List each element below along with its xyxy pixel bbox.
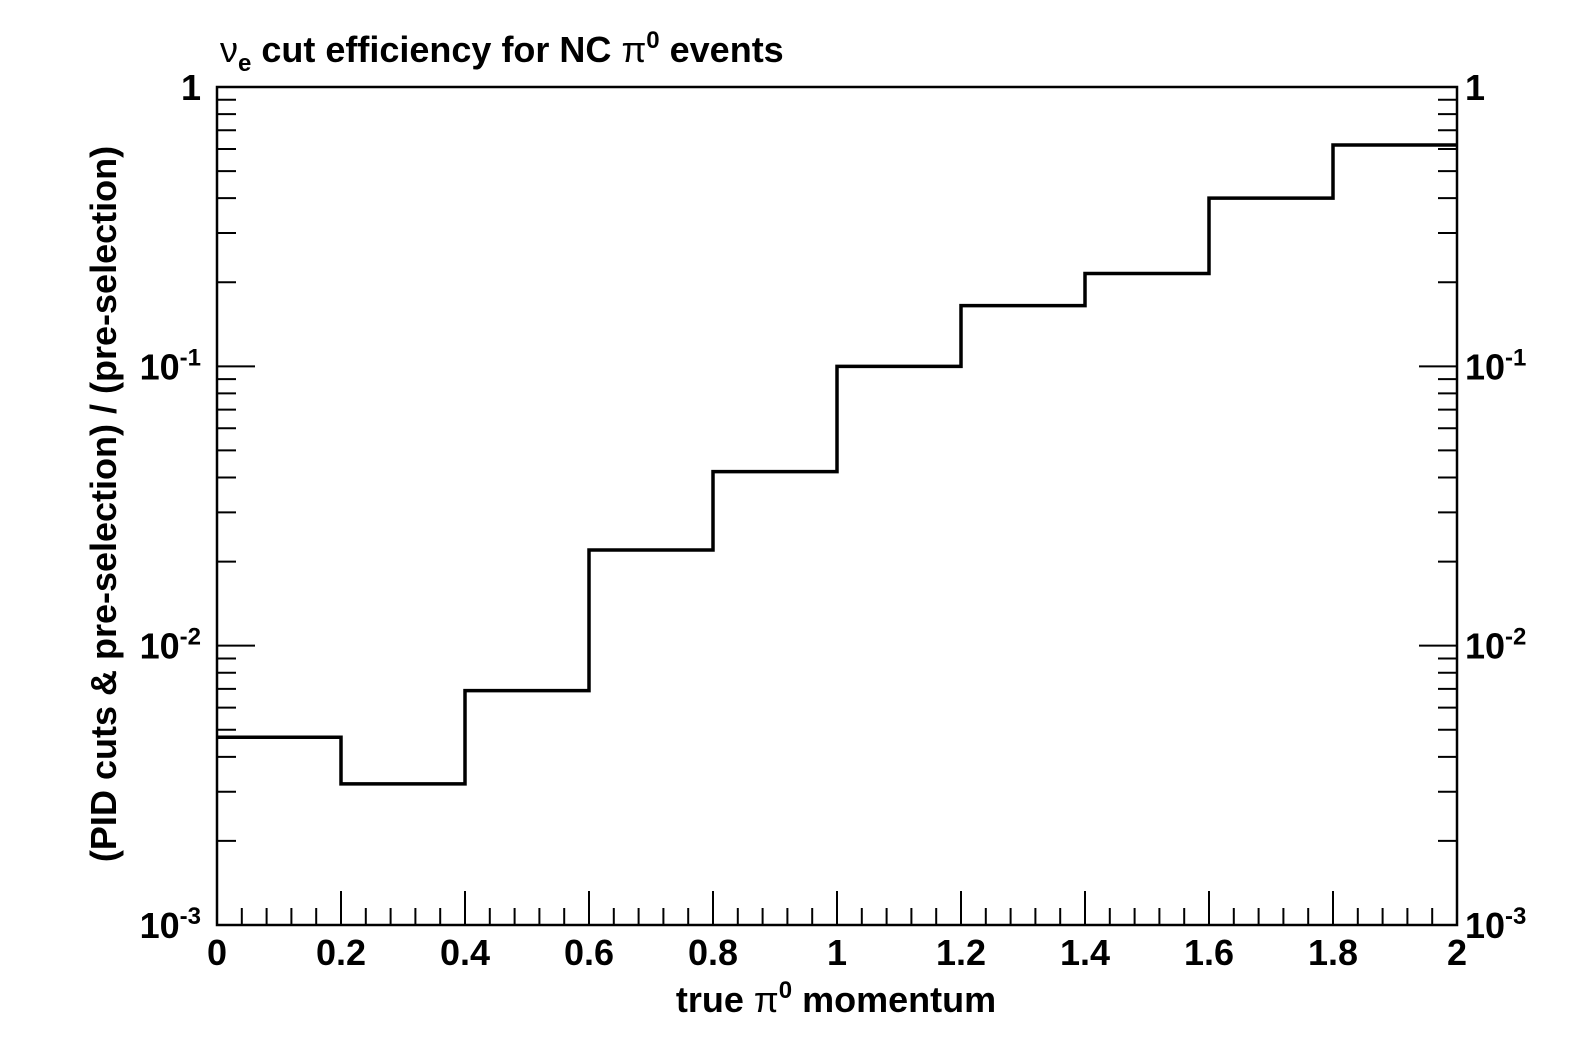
y-tick-label-base: 10 [140, 346, 180, 387]
y-tick-label-exponent: -1 [180, 344, 201, 371]
y-tick-label-exponent: -2 [180, 624, 201, 651]
y-tick-label-base: 10 [140, 905, 180, 946]
y-tick-label-base: 10 [1465, 346, 1505, 387]
x-tick-label: 0.6 [564, 932, 614, 973]
y-axis-label: (PID cuts & pre-selection) / (pre-select… [83, 146, 124, 862]
chart-title-nu: ν [220, 29, 238, 70]
y-tick-label-left: 10-3 [140, 903, 201, 946]
y-tick-label-right: 10-2 [1465, 624, 1526, 667]
y-tick-label-exponent: -3 [1505, 903, 1526, 930]
x-axis-label: true π0 momentum [676, 977, 996, 1020]
y-tick-label-right: 10-3 [1465, 903, 1526, 946]
y-tick-label-left: 10-2 [140, 624, 201, 667]
plot-frame [215, 85, 1459, 927]
chart-title-tail: events [660, 29, 784, 70]
x-tick-label: 1 [827, 932, 847, 973]
y-tick-label-left: 1 [181, 67, 201, 108]
y-tick-label-right: 1 [1465, 67, 1485, 108]
y-tick-label-exponent: -2 [1505, 624, 1526, 651]
y-tick-label-base: 10 [1465, 905, 1505, 946]
x-tick-label: 0 [207, 932, 227, 973]
y-tick-label-exponent: -1 [1505, 344, 1526, 371]
tick-marks [216, 86, 1458, 926]
efficiency-series-line [217, 143, 1457, 786]
x-axis-label-pre: true [676, 979, 754, 1020]
x-tick-label: 1.8 [1308, 932, 1358, 973]
y-tick-label-base: 1 [1465, 67, 1485, 108]
chart-title-sub: e [238, 50, 251, 77]
y-tick-label-base: 10 [1465, 626, 1505, 667]
axes [215, 85, 1459, 927]
chart-title: νe cut efficiency for NC π0 events [220, 27, 784, 77]
x-tick-label: 0.8 [688, 932, 738, 973]
y-tick-label-base: 10 [140, 626, 180, 667]
x-tick-label: 1.4 [1060, 932, 1110, 973]
x-tick-label: 1.6 [1184, 932, 1234, 973]
x-axis-label-post: momentum [792, 979, 996, 1020]
x-tick-label: 1.2 [936, 932, 986, 973]
x-axis-label-pi: π [754, 979, 779, 1020]
chart-title-mid: cut efficiency for NC [251, 29, 621, 70]
x-axis-label-sup: 0 [779, 977, 792, 1004]
x-tick-label: 0.4 [440, 932, 490, 973]
y-tick-label-exponent: -3 [180, 903, 201, 930]
y-tick-label-base: 1 [181, 67, 201, 108]
x-tick-label: 2 [1447, 932, 1467, 973]
x-tick-label: 0.2 [316, 932, 366, 973]
tick-labels: 0 0.2 0.4 0.6 0.8 1 1.2 1.4 1.6 1.8 21 110-1 10-110-… [140, 67, 1527, 973]
chart-title-pi: π [621, 29, 646, 70]
y-tick-label-right: 10-1 [1465, 344, 1526, 387]
chart-title-sup: 0 [646, 27, 659, 54]
y-tick-label-left: 10-1 [140, 344, 201, 387]
